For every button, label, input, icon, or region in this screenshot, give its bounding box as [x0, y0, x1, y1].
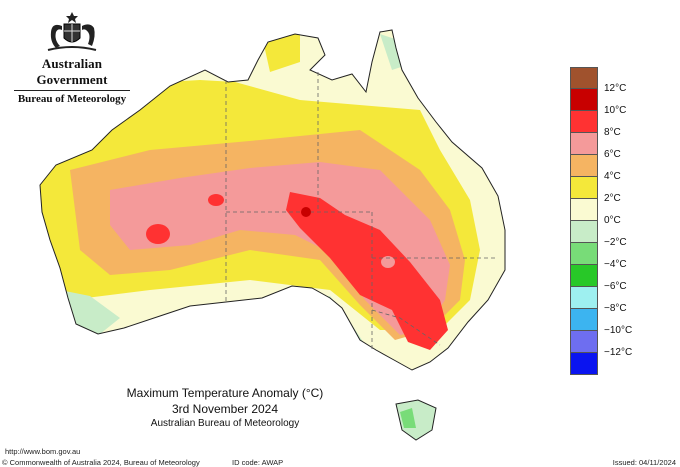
- anomaly-hotspot-west: [146, 224, 170, 244]
- legend-label: 8°C: [604, 127, 621, 138]
- legend-label: −12°C: [604, 347, 633, 358]
- legend-swatch: [570, 287, 598, 309]
- government-name: Australian Government: [36, 56, 108, 87]
- anomaly-band-2-north: [262, 34, 300, 72]
- tasmania-cool-area: [400, 408, 416, 428]
- legend-label: −6°C: [604, 281, 627, 292]
- bom-website-link[interactable]: http://www.bom.gov.au: [5, 447, 81, 456]
- logo-divider: [14, 90, 130, 91]
- legend-label: −10°C: [604, 325, 633, 336]
- legend-label: −2°C: [604, 237, 627, 248]
- legend-swatch: [570, 177, 598, 199]
- map-title-block: Maximum Temperature Anomaly (°C) 3rd Nov…: [100, 386, 350, 430]
- government-logo[interactable]: Australian Government Bureau of Meteorol…: [8, 10, 136, 105]
- legend-swatch: [570, 353, 598, 375]
- legend-swatch: [570, 309, 598, 331]
- anomaly-maximum-dot-icon: [301, 207, 311, 217]
- legend-swatch: [570, 67, 598, 89]
- legend-label: 12°C: [604, 83, 627, 94]
- legend-label: −8°C: [604, 303, 627, 314]
- map-source: Australian Bureau of Meteorology: [150, 418, 300, 429]
- mainland-coastline: [39, 29, 506, 371]
- issued-date: Issued: 04/11/2024: [612, 458, 676, 467]
- anomaly-cool-pocket: [381, 256, 395, 268]
- legend-swatch: [570, 111, 598, 133]
- anomaly-band-8: [286, 192, 448, 350]
- legend-swatch: [570, 133, 598, 155]
- copyright-notice: © Commonwealth of Australia 2024, Bureau…: [2, 458, 200, 467]
- legend-swatch: [570, 331, 598, 353]
- legend-swatch: [570, 221, 598, 243]
- legend-swatch: [570, 265, 598, 287]
- map-title: Maximum Temperature Anomaly (°C): [126, 386, 324, 400]
- legend-swatch: [570, 199, 598, 221]
- legend-swatch: [570, 89, 598, 111]
- product-id-code: ID code: AWAP: [232, 458, 284, 467]
- legend-label: 4°C: [604, 171, 621, 182]
- bureau-name: Bureau of Meteorology: [17, 93, 127, 105]
- legend-swatch: [570, 155, 598, 177]
- legend-label: 0°C: [604, 215, 621, 226]
- anomaly-hotspot-central: [208, 194, 224, 206]
- legend-swatch: [570, 243, 598, 265]
- map-date: 3rd November 2024: [171, 402, 279, 416]
- legend-label: −4°C: [604, 259, 627, 270]
- legend-label: 6°C: [604, 149, 621, 160]
- coat-of-arms-icon: [47, 12, 97, 51]
- border-nsw-vic: [371, 309, 441, 346]
- legend-label: 2°C: [604, 193, 621, 204]
- legend-label: 10°C: [604, 105, 627, 116]
